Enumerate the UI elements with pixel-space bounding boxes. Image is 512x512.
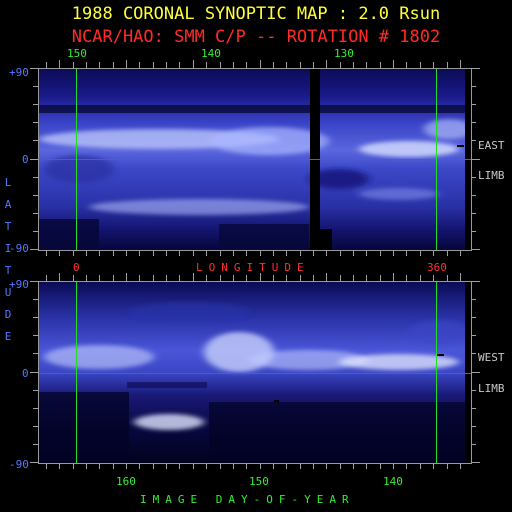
bottom-day-tick: 140 xyxy=(383,475,403,488)
top-day-tick: 150 xyxy=(67,47,87,60)
longitude-tick-360: 360 xyxy=(427,261,447,274)
top-day-tick: 130 xyxy=(334,47,354,60)
longitude-axis-label: LONGITUDE xyxy=(196,261,310,274)
top-day-tick: 140 xyxy=(201,47,221,60)
lat-tick-bottom-north: +90 xyxy=(9,278,29,291)
bottom-day-tick: 150 xyxy=(249,475,269,488)
latitude-axis-label: LATITUDE xyxy=(4,176,12,343)
east-limb-map-panel xyxy=(38,68,472,251)
map-subtitle: NCAR/HAO: SMM C/P -- ROTATION # 1802 xyxy=(71,27,441,47)
west-limb-map-panel xyxy=(38,281,472,464)
bottom-day-tick: 160 xyxy=(116,475,136,488)
lat-tick-top-equator: 0 xyxy=(22,153,29,166)
day-of-year-axis-label: IMAGE DAY-OF-YEAR xyxy=(140,493,355,506)
longitude-tick-0: 0 xyxy=(73,261,80,274)
lat-tick-bottom-equator: 0 xyxy=(22,367,29,380)
east-limb-label: LIMB xyxy=(478,169,505,182)
lat-tick-top-north: +90 xyxy=(9,66,29,79)
west-label: WEST xyxy=(478,351,505,364)
east-label: EAST xyxy=(478,139,505,152)
lat-tick-bottom-south: -90 xyxy=(9,458,29,471)
west-limb-label: LIMB xyxy=(478,382,505,395)
map-title: 1988 CORONAL SYNOPTIC MAP : 2.0 Rsun xyxy=(71,4,441,24)
lat-tick-top-south: -90 xyxy=(9,242,29,255)
